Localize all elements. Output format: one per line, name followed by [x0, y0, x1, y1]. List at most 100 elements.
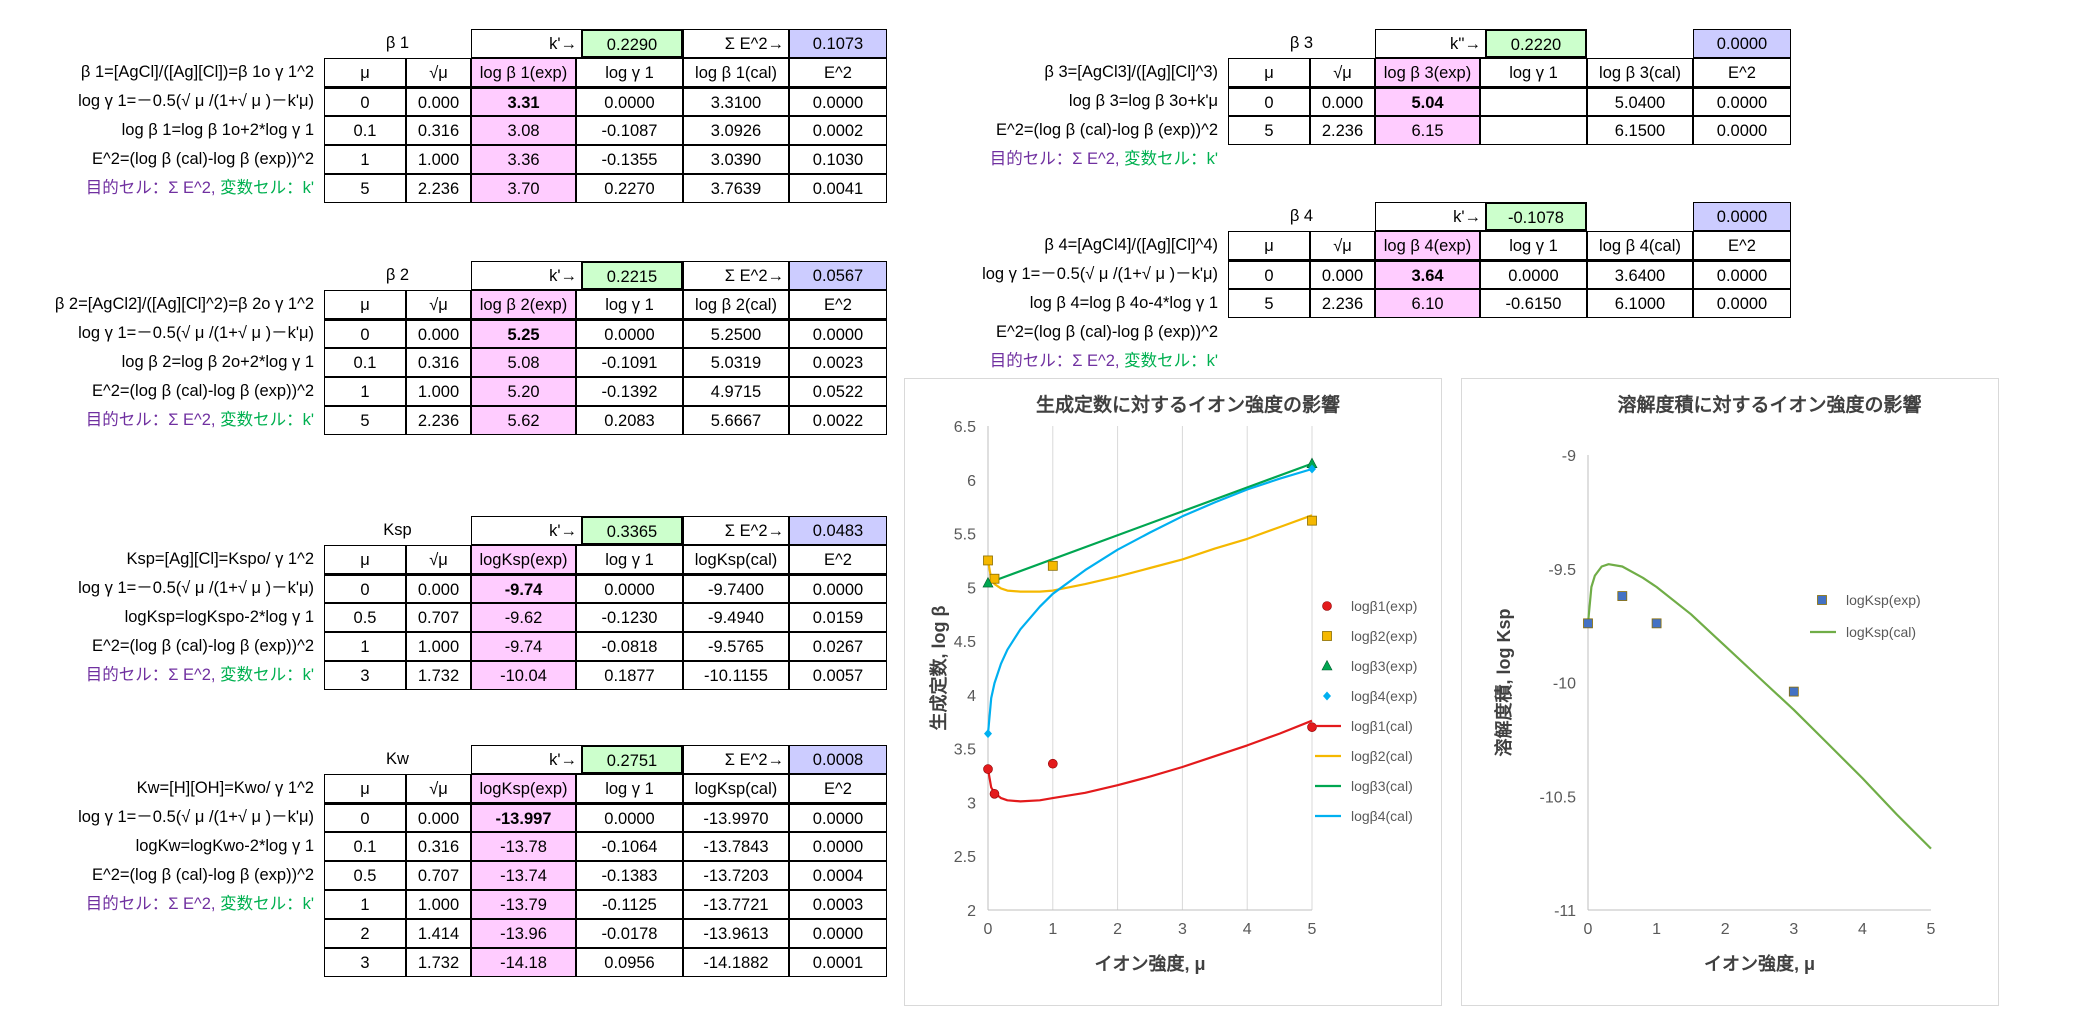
- table-cell[interactable]: 0.000: [406, 87, 471, 116]
- table-cell[interactable]: 0.0159: [789, 603, 887, 632]
- table-cell[interactable]: [1480, 116, 1587, 145]
- table-cell[interactable]: 3.3100: [683, 87, 789, 116]
- table-cell[interactable]: 0.0000: [1693, 260, 1791, 289]
- table-cell[interactable]: 2.236: [1310, 116, 1375, 145]
- table-cell[interactable]: 0.0004: [789, 861, 887, 890]
- table-cell[interactable]: -0.1383: [576, 861, 683, 890]
- table-cell[interactable]: 1: [324, 632, 406, 661]
- table-cell[interactable]: -14.1882: [683, 948, 789, 977]
- table-cell[interactable]: 1.000: [406, 632, 471, 661]
- table-cell[interactable]: 0.0000: [789, 319, 887, 348]
- table-cell[interactable]: -13.9613: [683, 919, 789, 948]
- table-cell[interactable]: 0.0002: [789, 116, 887, 145]
- table-cell[interactable]: 0.1877: [576, 661, 683, 690]
- table-cell[interactable]: 0.2270: [576, 174, 683, 203]
- table-cell[interactable]: 5: [324, 174, 406, 203]
- table-cell[interactable]: 0: [324, 803, 406, 832]
- table-cell[interactable]: 0.0000: [1693, 289, 1791, 318]
- table-cell[interactable]: 3.0926: [683, 116, 789, 145]
- table-cell[interactable]: 0: [1228, 260, 1310, 289]
- table-cell[interactable]: 0.2083: [576, 406, 683, 435]
- table-cell[interactable]: 0.5: [324, 603, 406, 632]
- table-cell[interactable]: 5.0400: [1587, 87, 1693, 116]
- table-cell[interactable]: -13.74: [471, 861, 576, 890]
- table-cell[interactable]: 0.707: [406, 861, 471, 890]
- table-cell[interactable]: 5: [1228, 289, 1310, 318]
- table-cell[interactable]: 4.9715: [683, 377, 789, 406]
- table-cell[interactable]: -0.0818: [576, 632, 683, 661]
- table-cell[interactable]: -0.1091: [576, 348, 683, 377]
- table-cell[interactable]: 5.0319: [683, 348, 789, 377]
- sum-value-cell[interactable]: 0.0000: [1693, 202, 1791, 231]
- table-cell[interactable]: 0.0000: [576, 574, 683, 603]
- table-cell[interactable]: 0.0022: [789, 406, 887, 435]
- table-cell[interactable]: -0.1355: [576, 145, 683, 174]
- table-cell[interactable]: 0.000: [1310, 260, 1375, 289]
- table-cell[interactable]: 3.7639: [683, 174, 789, 203]
- table-cell[interactable]: 3.70: [471, 174, 576, 203]
- table-cell[interactable]: -13.7721: [683, 890, 789, 919]
- table-cell[interactable]: 3.08: [471, 116, 576, 145]
- table-cell[interactable]: 0.707: [406, 603, 471, 632]
- table-cell[interactable]: -10.04: [471, 661, 576, 690]
- table-cell[interactable]: 0.316: [406, 116, 471, 145]
- table-cell[interactable]: 0.0000: [789, 803, 887, 832]
- table-cell[interactable]: -9.7400: [683, 574, 789, 603]
- table-cell[interactable]: 2: [324, 919, 406, 948]
- table-cell[interactable]: -13.79: [471, 890, 576, 919]
- table-cell[interactable]: -9.62: [471, 603, 576, 632]
- table-cell[interactable]: 3.64: [1375, 260, 1480, 289]
- table-cell[interactable]: 0: [324, 574, 406, 603]
- kprime-value-cell[interactable]: 0.2220: [1485, 29, 1587, 58]
- table-cell[interactable]: 3.31: [471, 87, 576, 116]
- table-cell[interactable]: 0.000: [406, 803, 471, 832]
- table-cell[interactable]: -0.1064: [576, 832, 683, 861]
- kprime-value-cell[interactable]: -0.1078: [1485, 202, 1587, 231]
- table-cell[interactable]: -0.1125: [576, 890, 683, 919]
- table-cell[interactable]: -10.1155: [683, 661, 789, 690]
- table-cell[interactable]: 0.0522: [789, 377, 887, 406]
- table-cell[interactable]: 5.08: [471, 348, 576, 377]
- table-cell[interactable]: 0.0000: [576, 87, 683, 116]
- table-cell[interactable]: 6.10: [1375, 289, 1480, 318]
- table-cell[interactable]: -13.96: [471, 919, 576, 948]
- table-cell[interactable]: 0: [324, 319, 406, 348]
- table-cell[interactable]: -13.997: [471, 803, 576, 832]
- table-cell[interactable]: 3.36: [471, 145, 576, 174]
- table-cell[interactable]: 0.000: [406, 574, 471, 603]
- table-cell[interactable]: 0.0000: [789, 832, 887, 861]
- table-cell[interactable]: 0.1: [324, 348, 406, 377]
- table-cell[interactable]: -9.74: [471, 574, 576, 603]
- table-cell[interactable]: -13.7203: [683, 861, 789, 890]
- table-cell[interactable]: 0.0041: [789, 174, 887, 203]
- table-cell[interactable]: 0.0000: [1693, 87, 1791, 116]
- table-cell[interactable]: 5.20: [471, 377, 576, 406]
- table-cell[interactable]: 3: [324, 948, 406, 977]
- table-cell[interactable]: 1.732: [406, 948, 471, 977]
- table-cell[interactable]: 5: [324, 406, 406, 435]
- table-cell[interactable]: 0.316: [406, 832, 471, 861]
- table-cell[interactable]: 0.0267: [789, 632, 887, 661]
- table-cell[interactable]: 5.6667: [683, 406, 789, 435]
- table-cell[interactable]: 1.732: [406, 661, 471, 690]
- table-cell[interactable]: -0.1230: [576, 603, 683, 632]
- table-cell[interactable]: 1.000: [406, 890, 471, 919]
- kprime-value-cell[interactable]: 0.3365: [581, 516, 683, 545]
- table-cell[interactable]: 0.0000: [576, 319, 683, 348]
- table-cell[interactable]: 1.414: [406, 919, 471, 948]
- table-cell[interactable]: 6.1500: [1587, 116, 1693, 145]
- sum-value-cell[interactable]: 0.0567: [789, 261, 887, 290]
- kprime-value-cell[interactable]: 0.2215: [581, 261, 683, 290]
- sum-value-cell[interactable]: 0.0000: [1693, 29, 1791, 58]
- table-cell[interactable]: 1: [324, 145, 406, 174]
- sum-value-cell[interactable]: 0.1073: [789, 29, 887, 58]
- table-cell[interactable]: 0: [1228, 87, 1310, 116]
- table-cell[interactable]: 0.0000: [789, 919, 887, 948]
- table-cell[interactable]: 3: [324, 661, 406, 690]
- table-cell[interactable]: 0.316: [406, 348, 471, 377]
- table-cell[interactable]: -9.4940: [683, 603, 789, 632]
- table-cell[interactable]: 0.1: [324, 116, 406, 145]
- table-cell[interactable]: 0.0023: [789, 348, 887, 377]
- table-cell[interactable]: 2.236: [406, 174, 471, 203]
- table-cell[interactable]: 0.0003: [789, 890, 887, 919]
